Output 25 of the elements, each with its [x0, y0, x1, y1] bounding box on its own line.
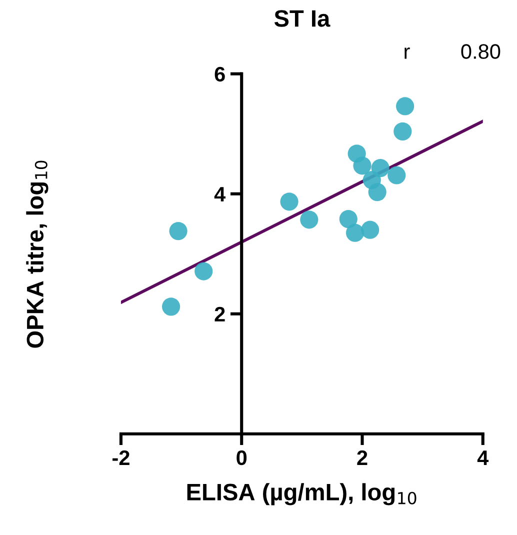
point — [300, 210, 318, 229]
y-axis-title: OPKA titre, log$_{10}$ — [26, 160, 48, 348]
x-tick-label: 0 — [236, 450, 247, 466]
point — [368, 182, 386, 202]
y-tick-label: 4 — [214, 187, 226, 202]
point — [396, 97, 414, 116]
point — [162, 298, 180, 316]
text: r — [404, 47, 410, 59]
point — [194, 262, 213, 280]
chart-title: ST Ia — [274, 10, 330, 27]
point — [361, 220, 380, 239]
point — [346, 224, 364, 242]
point — [280, 192, 298, 211]
point — [353, 156, 372, 175]
point — [339, 210, 358, 228]
point — [394, 122, 412, 140]
point — [169, 222, 188, 240]
x-tick-label: 2 — [357, 450, 368, 465]
text: 0.80 — [461, 44, 500, 59]
x-tick-label: 4 — [477, 450, 489, 465]
x-tick-label: -2 — [112, 450, 130, 465]
y-tick-label: 2 — [214, 306, 225, 322]
x-axis-title: ELISA (µg/mL), log$_{10}$ — [187, 483, 416, 506]
point — [388, 166, 406, 184]
y-tick-label: 6 — [214, 66, 225, 82]
